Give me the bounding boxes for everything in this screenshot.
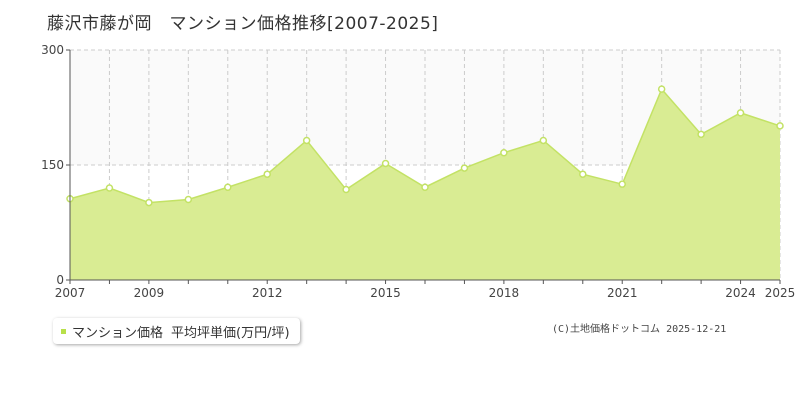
data-point: [736, 109, 745, 117]
x-tick-label: 2012: [252, 286, 283, 300]
x-tick-label: 2015: [370, 286, 401, 300]
x-tick-label: 2007: [55, 286, 86, 300]
data-point: [105, 184, 114, 192]
x-tick-label: 2024: [725, 286, 756, 300]
data-point: [381, 159, 390, 168]
data-point: [697, 130, 705, 139]
y-tick-label: 0: [56, 273, 64, 287]
data-points: [66, 85, 784, 207]
legend: マンション価格 平均坪単価(万円/坪): [53, 318, 300, 344]
data-point: [263, 170, 271, 178]
data-point: [579, 170, 587, 178]
data-point: [145, 198, 153, 207]
data-point: [500, 148, 508, 157]
x-tick-labels: 2007 2009 2012 2015 2018 2021 2024 2025: [55, 280, 796, 300]
data-point: [302, 136, 311, 145]
data-point: [618, 180, 626, 188]
data-point: [184, 195, 193, 204]
data-point: [776, 122, 784, 130]
data-point: [421, 183, 429, 191]
legend-metric-label: 平均坪単価(万円/坪): [171, 325, 290, 341]
legend-series-label: マンション価格: [72, 325, 164, 341]
x-tick-label: 2025: [765, 286, 796, 300]
data-point: [342, 185, 350, 194]
data-point: [657, 85, 666, 93]
y-tick-labels: 0 150 300: [41, 43, 70, 287]
data-point: [224, 183, 232, 191]
y-tick-label: 150: [41, 158, 64, 172]
x-tick-label: 2009: [134, 286, 165, 300]
chart-title: 藤沢市藤が岡 マンション価格推移[2007-2025]: [47, 14, 439, 34]
copyright-credit: (C)土地価格ドットコム 2025-12-21: [552, 324, 727, 335]
price-area: [70, 89, 780, 280]
legend-swatch: [61, 328, 66, 334]
data-point: [539, 136, 548, 145]
x-tick-label: 2021: [607, 286, 638, 300]
data-point: [460, 164, 469, 172]
x-tick-label: 2018: [489, 286, 520, 300]
y-tick-label: 300: [41, 43, 64, 57]
